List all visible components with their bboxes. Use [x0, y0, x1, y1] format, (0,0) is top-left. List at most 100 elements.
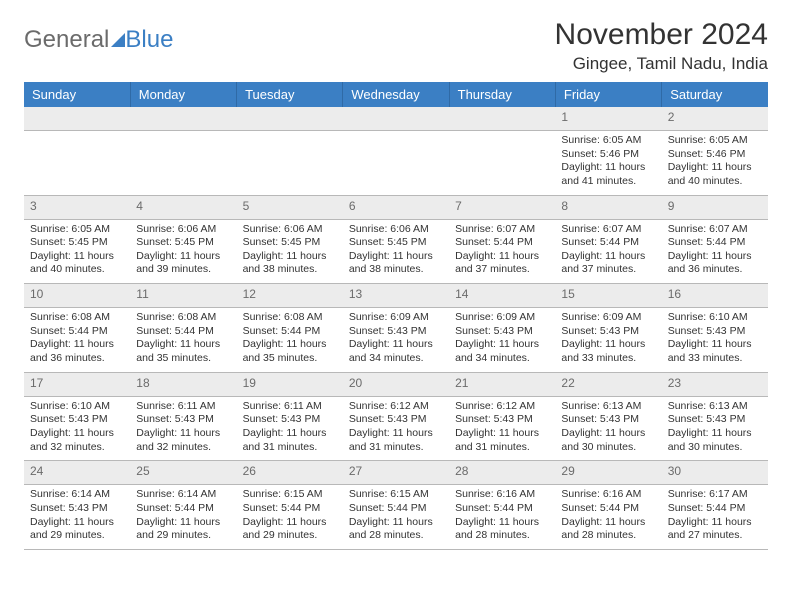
day-text: Sunrise: 6:07 AMSunset: 5:44 PMDaylight:…	[561, 223, 655, 278]
day-number-cell: 2	[662, 107, 768, 131]
logo: General Blue	[24, 26, 173, 54]
day-text: Sunrise: 6:05 AMSunset: 5:45 PMDaylight:…	[30, 223, 124, 278]
day-number-cell: 12	[237, 284, 343, 308]
day-line: Sunset: 5:43 PM	[668, 413, 762, 427]
day-number-cell	[130, 107, 236, 131]
day-detail-cell	[24, 131, 130, 196]
day-number-cell: 6	[343, 195, 449, 219]
day-text: Sunrise: 6:09 AMSunset: 5:43 PMDaylight:…	[455, 311, 549, 366]
day-detail-cell	[449, 131, 555, 196]
day-line: Sunset: 5:43 PM	[30, 413, 124, 427]
day-line: and 39 minutes.	[136, 263, 230, 277]
day-line: Daylight: 11 hours	[136, 516, 230, 530]
day-number-cell	[343, 107, 449, 131]
day-text: Sunrise: 6:16 AMSunset: 5:44 PMDaylight:…	[455, 488, 549, 543]
day-number-cell: 30	[662, 461, 768, 485]
day-line: Daylight: 11 hours	[243, 427, 337, 441]
day-detail-cell: Sunrise: 6:08 AMSunset: 5:44 PMDaylight:…	[24, 308, 130, 373]
day-line: Sunset: 5:44 PM	[243, 325, 337, 339]
daynum-row: 17181920212223	[24, 372, 768, 396]
day-number-cell: 3	[24, 195, 130, 219]
day-detail-cell: Sunrise: 6:07 AMSunset: 5:44 PMDaylight:…	[555, 219, 661, 284]
day-detail-cell: Sunrise: 6:06 AMSunset: 5:45 PMDaylight:…	[343, 219, 449, 284]
day-text: Sunrise: 6:11 AMSunset: 5:43 PMDaylight:…	[243, 400, 337, 455]
day-line: Daylight: 11 hours	[668, 250, 762, 264]
daynum-row: 3456789	[24, 195, 768, 219]
day-text: Sunrise: 6:09 AMSunset: 5:43 PMDaylight:…	[349, 311, 443, 366]
day-line: Sunrise: 6:10 AM	[30, 400, 124, 414]
day-text: Sunrise: 6:07 AMSunset: 5:44 PMDaylight:…	[455, 223, 549, 278]
day-detail-cell: Sunrise: 6:08 AMSunset: 5:44 PMDaylight:…	[130, 308, 236, 373]
day-number-cell: 17	[24, 372, 130, 396]
day-line: Sunset: 5:44 PM	[30, 325, 124, 339]
day-line: and 29 minutes.	[243, 529, 337, 543]
day-text: Sunrise: 6:12 AMSunset: 5:43 PMDaylight:…	[349, 400, 443, 455]
day-line: and 38 minutes.	[243, 263, 337, 277]
day-line: Daylight: 11 hours	[668, 338, 762, 352]
day-number-cell: 26	[237, 461, 343, 485]
day-line: and 31 minutes.	[243, 441, 337, 455]
day-detail-cell: Sunrise: 6:08 AMSunset: 5:44 PMDaylight:…	[237, 308, 343, 373]
day-line: Daylight: 11 hours	[136, 338, 230, 352]
day-line: and 28 minutes.	[561, 529, 655, 543]
day-line: and 34 minutes.	[349, 352, 443, 366]
daynum-row: 24252627282930	[24, 461, 768, 485]
day-number-cell: 24	[24, 461, 130, 485]
day-detail-cell: Sunrise: 6:15 AMSunset: 5:44 PMDaylight:…	[237, 485, 343, 550]
day-detail-cell: Sunrise: 6:09 AMSunset: 5:43 PMDaylight:…	[343, 308, 449, 373]
day-line: Sunrise: 6:13 AM	[668, 400, 762, 414]
day-line: Daylight: 11 hours	[455, 516, 549, 530]
day-line: Sunrise: 6:05 AM	[668, 134, 762, 148]
day-detail-row: Sunrise: 6:08 AMSunset: 5:44 PMDaylight:…	[24, 308, 768, 373]
day-line: and 37 minutes.	[455, 263, 549, 277]
day-line: Sunrise: 6:15 AM	[243, 488, 337, 502]
day-detail-cell: Sunrise: 6:12 AMSunset: 5:43 PMDaylight:…	[343, 396, 449, 461]
day-line: Daylight: 11 hours	[668, 427, 762, 441]
day-line: Sunrise: 6:16 AM	[455, 488, 549, 502]
day-text: Sunrise: 6:11 AMSunset: 5:43 PMDaylight:…	[136, 400, 230, 455]
day-line: Sunset: 5:43 PM	[668, 325, 762, 339]
day-line: and 33 minutes.	[668, 352, 762, 366]
day-detail-cell: Sunrise: 6:07 AMSunset: 5:44 PMDaylight:…	[662, 219, 768, 284]
weekday-header: Wednesday	[343, 82, 449, 107]
day-line: Sunrise: 6:06 AM	[243, 223, 337, 237]
day-text: Sunrise: 6:05 AMSunset: 5:46 PMDaylight:…	[668, 134, 762, 189]
day-text: Sunrise: 6:08 AMSunset: 5:44 PMDaylight:…	[136, 311, 230, 366]
day-detail-cell: Sunrise: 6:11 AMSunset: 5:43 PMDaylight:…	[237, 396, 343, 461]
day-number-cell	[24, 107, 130, 131]
day-detail-cell: Sunrise: 6:13 AMSunset: 5:43 PMDaylight:…	[555, 396, 661, 461]
day-text: Sunrise: 6:10 AMSunset: 5:43 PMDaylight:…	[30, 400, 124, 455]
day-line: and 38 minutes.	[349, 263, 443, 277]
day-line: and 30 minutes.	[668, 441, 762, 455]
day-detail-cell: Sunrise: 6:12 AMSunset: 5:43 PMDaylight:…	[449, 396, 555, 461]
day-line: Sunset: 5:45 PM	[30, 236, 124, 250]
day-line: Sunset: 5:45 PM	[243, 236, 337, 250]
location: Gingee, Tamil Nadu, India	[555, 54, 768, 74]
day-number-cell: 29	[555, 461, 661, 485]
weekday-header-row: SundayMondayTuesdayWednesdayThursdayFrid…	[24, 82, 768, 107]
day-line: Sunrise: 6:12 AM	[349, 400, 443, 414]
day-detail-row: Sunrise: 6:05 AMSunset: 5:45 PMDaylight:…	[24, 219, 768, 284]
day-text: Sunrise: 6:13 AMSunset: 5:43 PMDaylight:…	[561, 400, 655, 455]
day-number-cell	[449, 107, 555, 131]
day-text: Sunrise: 6:12 AMSunset: 5:43 PMDaylight:…	[455, 400, 549, 455]
day-line: Daylight: 11 hours	[349, 338, 443, 352]
day-number-cell: 28	[449, 461, 555, 485]
calendar-table: SundayMondayTuesdayWednesdayThursdayFrid…	[24, 82, 768, 550]
day-number-cell: 27	[343, 461, 449, 485]
day-number-cell	[237, 107, 343, 131]
day-line: Sunset: 5:44 PM	[455, 236, 549, 250]
day-line: Daylight: 11 hours	[243, 250, 337, 264]
day-detail-cell: Sunrise: 6:07 AMSunset: 5:44 PMDaylight:…	[449, 219, 555, 284]
day-line: Sunrise: 6:11 AM	[243, 400, 337, 414]
day-line: Sunset: 5:44 PM	[243, 502, 337, 516]
day-line: Sunrise: 6:05 AM	[30, 223, 124, 237]
day-detail-cell	[130, 131, 236, 196]
day-line: Sunset: 5:45 PM	[136, 236, 230, 250]
day-line: Sunrise: 6:14 AM	[136, 488, 230, 502]
day-line: and 31 minutes.	[455, 441, 549, 455]
day-line: Sunset: 5:44 PM	[561, 502, 655, 516]
day-number-cell: 16	[662, 284, 768, 308]
day-line: and 40 minutes.	[668, 175, 762, 189]
day-number-cell: 11	[130, 284, 236, 308]
